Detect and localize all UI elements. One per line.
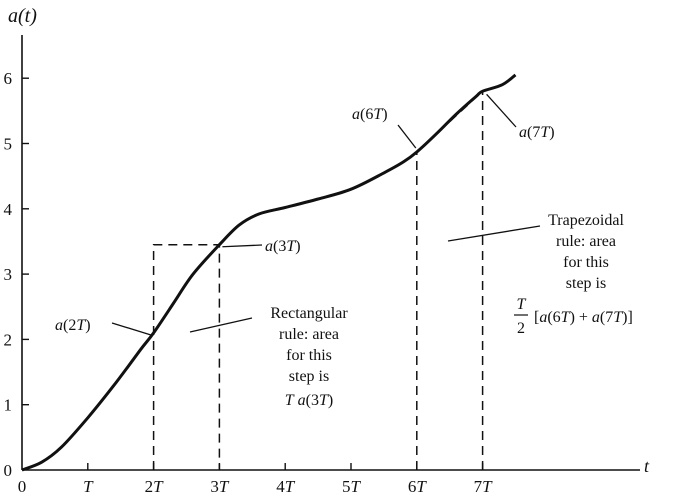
rectangular-note-line: step is [289,368,329,385]
x-tick-label: 3T [210,477,230,496]
x-tick-label: 7T [474,477,494,496]
y-tick-label: 0 [4,461,13,480]
y-axis-label: a(t) [8,5,37,27]
x-tick-label: 6T [408,477,428,496]
point-label-a7T: a(7T) [519,124,555,141]
y-tick-label: 1 [4,396,13,415]
rectangular-note-line: for this [286,347,332,364]
y-tick-label: 4 [4,200,13,219]
point-label-a3T: a(3T) [265,238,301,255]
y-tick-label: 5 [4,135,13,154]
trap-fraction-denominator: 2 [517,320,525,337]
leader-trapezoidal-note [447,225,541,242]
x-tick-label: 5T [342,477,362,496]
trapezoidal-note-line: for this [563,254,609,271]
leader-a7T [486,93,517,128]
leader-rectangular-note [189,317,253,333]
trapezoidal-note-line: Trapezoidal [548,212,624,229]
rectangular-note-line: rule: area [279,326,339,343]
rectangular-note-formula: T a(3T) [285,392,333,409]
rectangle-outline [152,243,221,470]
x-tick-label: T [83,477,94,496]
y-tick-label: 2 [4,330,13,349]
leader-a3T [222,244,263,248]
construction-lines [152,90,484,470]
x-tick-label: 2T [145,477,165,496]
x-axis-label: t [644,456,650,476]
point-label-a6T: a(6T) [352,106,388,123]
series-line [21,73,517,472]
trapezoidal-note-line: rule: area [556,233,616,250]
rectangular-note-line: Rectangular [270,305,348,322]
trapezoidal-note-line: step is [566,275,606,292]
trap-formula-expression: [a(6T) + a(7T)] [534,309,633,326]
x-tick-label: 0 [18,477,27,496]
leader-a2T [111,322,151,336]
trap-fraction-numerator: T [517,296,527,313]
x-tick-label: 4T [276,477,296,496]
point-label-a2T: a(2T) [55,317,91,334]
leader-a6T [397,124,417,149]
y-tick-label: 3 [4,265,13,284]
y-tick-label: 6 [4,69,13,88]
annotation-group: a(2T) a(3T) a(6T) a(7T) Rectangular rule: are… [55,93,633,409]
